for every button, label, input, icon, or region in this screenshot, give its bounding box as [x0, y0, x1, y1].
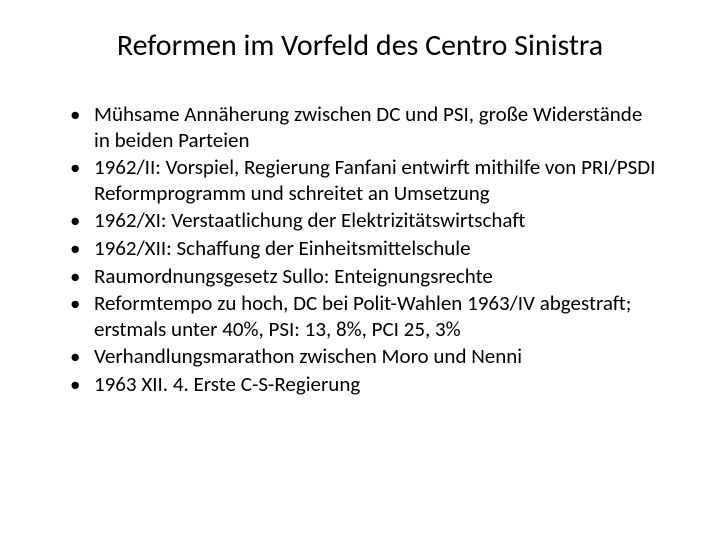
- list-item: 1962/XII: Schaffung der Einheitsmittelsc…: [70, 236, 660, 262]
- bullet-list: Mühsame Annäherung zwischen DC und PSI, …: [50, 102, 670, 398]
- list-item: Raumordnungsgesetz Sullo: Enteignungsrec…: [70, 264, 660, 290]
- slide: Reformen im Vorfeld des Centro Sinistra …: [0, 0, 720, 540]
- list-item: Mühsame Annäherung zwischen DC und PSI, …: [70, 102, 660, 153]
- list-item: 1963 XII. 4. Erste C-S-Regierung: [70, 372, 660, 398]
- list-item: 1962/II: Vorspiel, Regierung Fanfani ent…: [70, 155, 660, 206]
- list-item: Reformtempo zu hoch, DC bei Polit-Wahlen…: [70, 291, 660, 342]
- list-item: Verhandlungsmarathon zwischen Moro und N…: [70, 344, 660, 370]
- list-item: 1962/XI: Verstaatlichung der Elektrizitä…: [70, 208, 660, 234]
- slide-title: Reformen im Vorfeld des Centro Sinistra: [50, 28, 670, 64]
